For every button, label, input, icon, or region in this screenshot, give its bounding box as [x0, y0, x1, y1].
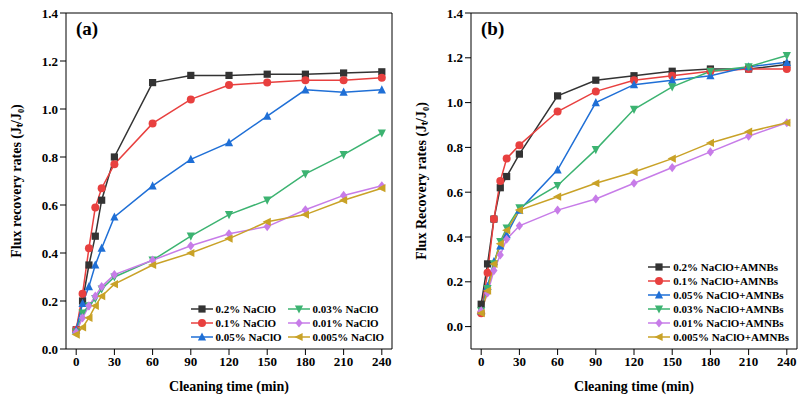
svg-text:90: 90: [589, 354, 602, 369]
svg-text:180: 180: [701, 354, 721, 369]
svg-text:150: 150: [257, 354, 277, 369]
svg-text:120: 120: [624, 354, 644, 369]
html-text:0.005% NaClO+AMNBs: 0.005% NaClO+AMNBs: [673, 331, 789, 343]
svg-text:1.0: 1.0: [42, 102, 58, 117]
svg-text:60: 60: [146, 354, 159, 369]
svg-text:1.0: 1.0: [447, 95, 463, 110]
svg-text:0.8: 0.8: [447, 140, 464, 155]
html-text:(a): (a): [76, 18, 99, 39]
svg-text:1.4: 1.4: [447, 6, 464, 21]
html-text:0.03% NaClO+AMNBs: 0.03% NaClO+AMNBs: [673, 303, 784, 315]
svg-text:0: 0: [73, 354, 80, 369]
svg-text:150: 150: [662, 354, 682, 369]
svg-text:Flux recovery rates (Jₜ/J₀): Flux recovery rates (Jₜ/J₀): [9, 104, 25, 258]
svg-text:210: 210: [739, 354, 759, 369]
svg-text:210: 210: [334, 354, 354, 369]
html-text:0.05% NaClO: 0.05% NaClO: [215, 331, 282, 343]
svg-text:0.6: 0.6: [447, 185, 464, 200]
svg-text:0.0: 0.0: [447, 319, 463, 334]
svg-text:30: 30: [108, 354, 121, 369]
svg-text:120: 120: [219, 354, 239, 369]
svg-text:0: 0: [478, 354, 485, 369]
svg-text:0.8: 0.8: [42, 150, 59, 165]
html-text:0.2% NaClO+AMNBs: 0.2% NaClO+AMNBs: [673, 261, 778, 273]
html-text:0.1% NaClO+AMNBs: 0.1% NaClO+AMNBs: [673, 275, 778, 287]
svg-text:240: 240: [372, 354, 392, 369]
svg-text:1.2: 1.2: [447, 50, 463, 65]
svg-text:1.2: 1.2: [42, 54, 58, 69]
html-text:0.01% NaClO: 0.01% NaClO: [312, 317, 379, 329]
html-text:0.2% NaClO: 0.2% NaClO: [215, 303, 276, 315]
html-text:0.05% NaClO+AMNBs: 0.05% NaClO+AMNBs: [673, 289, 784, 301]
svg-text:Cleaning time (min): Cleaning time (min): [574, 379, 694, 395]
svg-text:60: 60: [551, 354, 564, 369]
svg-text:240: 240: [777, 354, 797, 369]
svg-text:Flux Recovery rates (Jₜ/J₀): Flux Recovery rates (Jₜ/J₀): [414, 102, 430, 260]
svg-text:0.4: 0.4: [447, 230, 464, 245]
html-text:0.1% NaClO: 0.1% NaClO: [215, 317, 276, 329]
svg-text:1.4: 1.4: [42, 6, 59, 21]
html-text:0.005% NaClO: 0.005% NaClO: [312, 331, 384, 343]
svg-text:90: 90: [184, 354, 197, 369]
svg-text:30: 30: [513, 354, 526, 369]
svg-text:Cleaning time (min): Cleaning time (min): [169, 379, 289, 395]
html-text:0.03% NaClO: 0.03% NaClO: [312, 303, 379, 315]
html-text:0.01% NaClO+AMNBs: 0.01% NaClO+AMNBs: [673, 317, 784, 329]
html-text:(b): (b): [481, 18, 505, 39]
svg-text:0.2: 0.2: [42, 294, 58, 309]
svg-text:180: 180: [296, 354, 316, 369]
svg-text:0.2: 0.2: [447, 274, 463, 289]
svg-text:0.4: 0.4: [42, 246, 59, 261]
svg-text:0.6: 0.6: [42, 198, 59, 213]
svg-text:0.0: 0.0: [42, 342, 58, 357]
